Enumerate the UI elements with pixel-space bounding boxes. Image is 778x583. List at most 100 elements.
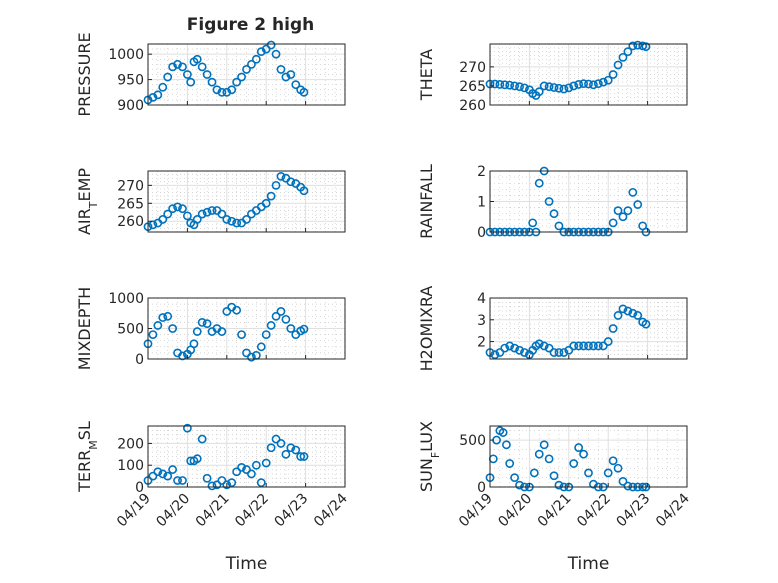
data-point — [539, 341, 549, 351]
data-point — [544, 82, 554, 92]
data-point — [618, 476, 628, 486]
data-point — [186, 77, 196, 87]
y-axis-label: AIRTEMP — [75, 168, 100, 235]
data-point — [299, 87, 309, 97]
data-point — [261, 198, 271, 208]
data-point — [202, 319, 212, 329]
data-point — [628, 187, 638, 197]
data-point — [613, 463, 623, 473]
data-point — [178, 351, 187, 361]
data-point — [148, 471, 158, 481]
data-point — [554, 221, 564, 231]
data-point — [515, 480, 524, 490]
data-point — [182, 211, 192, 221]
data-point — [217, 87, 227, 97]
data-point — [598, 341, 608, 351]
data-point — [554, 348, 564, 357]
y-tick-label: 265 — [459, 79, 486, 95]
data-point — [515, 82, 524, 92]
data-point — [515, 345, 524, 355]
data-point — [286, 177, 296, 187]
axes-background — [147, 43, 346, 106]
axes-frame — [489, 43, 688, 106]
data-point — [182, 70, 192, 79]
data-point — [291, 80, 301, 90]
data-point — [266, 40, 276, 50]
data-point — [584, 468, 593, 478]
data-point — [276, 307, 286, 316]
data-point — [173, 59, 182, 69]
data-point — [623, 206, 633, 216]
axes-frame — [489, 297, 688, 360]
data-point — [163, 209, 173, 219]
data-point — [641, 319, 651, 329]
data-point — [153, 321, 163, 330]
data-point — [502, 440, 511, 450]
data-point — [490, 79, 500, 89]
data-point — [261, 458, 271, 468]
data-point — [232, 467, 242, 477]
y-tick-label: 0 — [135, 480, 144, 496]
data-point — [584, 79, 593, 89]
data-point — [256, 342, 266, 352]
data-point — [286, 324, 296, 333]
data-point — [534, 339, 544, 349]
data-point — [628, 308, 638, 318]
x-axis-label: Time — [225, 554, 268, 574]
subplot-rainfall: 0 1 2 RAINFALL — [417, 164, 688, 241]
data-point — [217, 209, 227, 219]
y-tick-label: 500 — [459, 433, 486, 449]
axes-frame — [147, 43, 346, 106]
data-point — [544, 454, 554, 464]
data-point — [173, 202, 182, 212]
subplot-air-temp: 260 265 270 AIRTEMP — [75, 168, 346, 235]
data-point — [554, 480, 564, 490]
y-tick-label: 2 — [477, 164, 486, 180]
data-point — [207, 77, 217, 87]
data-point — [266, 191, 276, 201]
data-point — [281, 449, 291, 459]
data-point — [603, 468, 613, 478]
data-point — [266, 443, 276, 453]
y-tick-label: 270 — [117, 178, 144, 194]
data-point — [261, 330, 271, 339]
data-point — [158, 313, 168, 322]
data-point — [158, 82, 168, 92]
data-point — [271, 434, 281, 444]
y-tick-label: 1000 — [108, 291, 144, 307]
data-point — [189, 339, 199, 349]
data-point — [598, 77, 608, 87]
data-point — [554, 83, 564, 93]
data-point — [618, 304, 628, 314]
data-point — [618, 212, 628, 222]
data-point — [495, 348, 505, 357]
data-point — [212, 85, 222, 95]
data-point — [623, 481, 633, 491]
data-point — [202, 70, 212, 79]
data-point — [633, 40, 643, 50]
data-point — [202, 207, 212, 217]
y-tick-label: 0 — [135, 352, 144, 368]
y-tick-label: 260 — [117, 214, 144, 230]
data-point — [544, 197, 554, 206]
axes-background — [489, 43, 688, 106]
data-point — [242, 465, 251, 474]
data-point — [498, 428, 508, 437]
data-point — [217, 327, 227, 336]
data-point — [247, 352, 256, 362]
data-point — [207, 206, 217, 215]
data-point — [613, 311, 623, 320]
axes-frame — [489, 425, 688, 488]
data-point — [291, 445, 301, 455]
data-point — [148, 220, 158, 230]
data-point — [641, 42, 651, 52]
data-point — [163, 311, 173, 321]
data-point — [242, 65, 251, 74]
data-point — [271, 180, 281, 190]
data-point — [564, 345, 574, 355]
data-point — [574, 443, 584, 452]
data-point — [256, 47, 266, 57]
data-point — [544, 343, 554, 353]
